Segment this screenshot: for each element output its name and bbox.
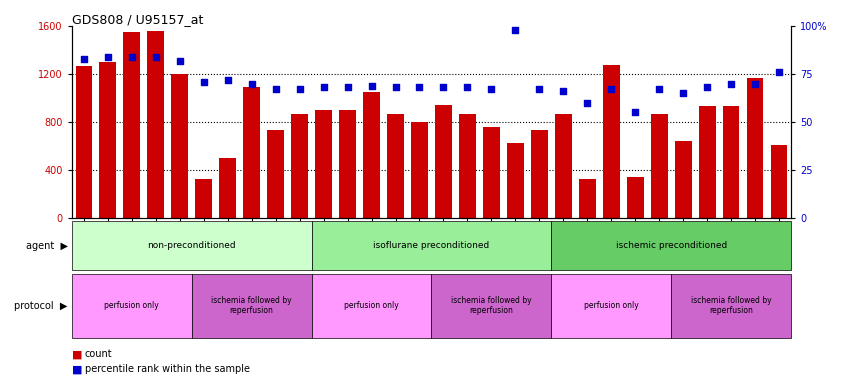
Bar xyxy=(627,177,644,218)
Bar xyxy=(651,114,667,218)
Point xyxy=(221,77,234,83)
Point xyxy=(293,86,306,92)
Bar xyxy=(699,106,716,218)
Bar xyxy=(722,106,739,218)
Bar xyxy=(459,114,475,218)
Text: isoflurane preconditioned: isoflurane preconditioned xyxy=(373,241,490,250)
Point xyxy=(269,86,283,92)
Bar xyxy=(387,114,404,218)
Text: protocol  ▶: protocol ▶ xyxy=(14,301,68,310)
Text: count: count xyxy=(85,350,113,359)
Bar xyxy=(363,92,380,218)
Point xyxy=(388,84,403,90)
Bar xyxy=(747,78,763,218)
Point xyxy=(77,56,91,62)
Point xyxy=(580,100,594,106)
Bar xyxy=(555,114,572,218)
Point xyxy=(677,90,690,96)
Bar xyxy=(771,145,788,218)
Point xyxy=(173,58,186,64)
Bar xyxy=(195,179,212,218)
Point xyxy=(413,84,426,90)
Bar xyxy=(267,130,284,218)
Bar xyxy=(552,274,671,338)
Bar xyxy=(72,221,311,270)
Bar xyxy=(552,221,791,270)
Bar xyxy=(311,221,552,270)
Bar xyxy=(244,87,260,218)
Point xyxy=(245,81,259,87)
Bar xyxy=(124,32,140,218)
Point xyxy=(749,81,762,87)
Text: perfusion only: perfusion only xyxy=(104,301,159,310)
Bar xyxy=(291,114,308,218)
Bar xyxy=(675,141,691,218)
Bar xyxy=(339,110,356,218)
Bar xyxy=(603,64,619,218)
Point xyxy=(724,81,738,87)
Point xyxy=(652,86,666,92)
Bar xyxy=(192,274,311,338)
Bar xyxy=(671,274,791,338)
Text: ischemic preconditioned: ischemic preconditioned xyxy=(616,241,727,250)
Point xyxy=(629,110,642,116)
Point xyxy=(557,88,570,94)
Point xyxy=(125,54,139,60)
Text: ischemia followed by
reperfusion: ischemia followed by reperfusion xyxy=(451,296,531,315)
Bar xyxy=(172,74,188,217)
Text: perfusion only: perfusion only xyxy=(344,301,399,310)
Point xyxy=(772,69,786,75)
Bar xyxy=(72,274,192,338)
Text: ■: ■ xyxy=(72,350,82,359)
Text: ■: ■ xyxy=(72,364,82,374)
Point xyxy=(533,86,547,92)
Point xyxy=(700,84,714,90)
Text: ischemia followed by
reperfusion: ischemia followed by reperfusion xyxy=(212,296,292,315)
Bar xyxy=(147,31,164,217)
Bar xyxy=(531,130,547,218)
Text: agent  ▶: agent ▶ xyxy=(25,241,68,250)
Text: perfusion only: perfusion only xyxy=(584,301,639,310)
Point xyxy=(485,86,498,92)
Point xyxy=(365,82,378,88)
Point xyxy=(197,79,211,85)
Text: non-preconditioned: non-preconditioned xyxy=(147,241,236,250)
Bar xyxy=(316,110,332,218)
Point xyxy=(341,84,354,90)
Bar xyxy=(431,274,552,338)
Bar xyxy=(411,122,428,218)
Point xyxy=(437,84,450,90)
Bar xyxy=(311,274,431,338)
Point xyxy=(149,54,162,60)
Bar xyxy=(435,105,452,218)
Text: ischemia followed by
reperfusion: ischemia followed by reperfusion xyxy=(691,296,772,315)
Bar xyxy=(75,66,92,218)
Text: GDS808 / U95157_at: GDS808 / U95157_at xyxy=(72,13,203,26)
Point xyxy=(604,86,618,92)
Bar xyxy=(579,179,596,218)
Point xyxy=(508,27,522,33)
Point xyxy=(101,54,114,60)
Point xyxy=(460,84,474,90)
Bar xyxy=(507,143,524,218)
Point xyxy=(316,84,330,90)
Bar xyxy=(483,127,500,218)
Bar xyxy=(219,158,236,218)
Text: percentile rank within the sample: percentile rank within the sample xyxy=(85,364,250,374)
Bar xyxy=(100,62,116,217)
